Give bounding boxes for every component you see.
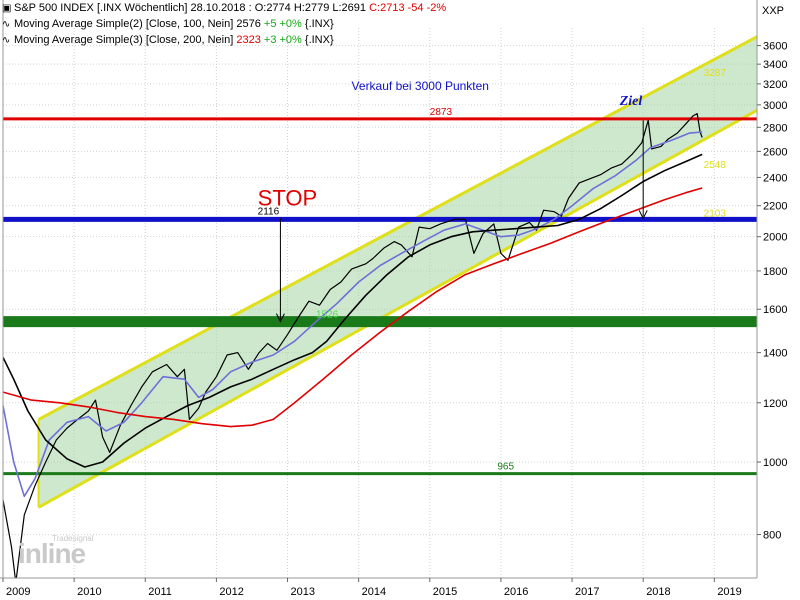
x-tick-label: 2013 (291, 586, 315, 598)
y-tick-label: 1400 (763, 348, 787, 360)
channel-lower-line (37, 109, 757, 509)
sine-wave-icon: ∿ (2, 35, 11, 46)
series-line-3 (3, 187, 703, 428)
y-tick-label: 2000 (763, 232, 787, 244)
x-tick-label: 2010 (77, 586, 101, 598)
y-tick-label: 3400 (763, 59, 787, 71)
chart-icon: ▣ (2, 3, 12, 14)
x-tick-label: 2015 (433, 586, 457, 598)
x-tick-label: 2009 (6, 586, 30, 598)
series-line-1 (3, 131, 703, 498)
annotation-1: Ziel (619, 94, 643, 109)
y-tick-label: 3200 (763, 79, 787, 91)
y-tick-label: 2600 (763, 146, 787, 158)
x-tick-label: 2016 (504, 586, 528, 598)
x-tick-label: 2019 (717, 586, 741, 598)
annotation-3: 3287 (704, 68, 727, 79)
x-tick-label: 2018 (646, 586, 670, 598)
y-tick-label: 800 (763, 530, 781, 542)
series-line-2 (3, 153, 703, 468)
watermark-logo: inline (18, 538, 86, 569)
channel-fill (38, 36, 757, 508)
level-label-965: 965 (497, 462, 514, 473)
annotation-0: Verkauf bei 3000 Punkten (352, 79, 489, 93)
legend-row-price: ▣ S&P 500 INDEX [.INX Wöchentlich] 28.10.… (2, 2, 446, 14)
legend-ma100-suffix: {.INX} (304, 18, 334, 30)
annotation-4: 2548 (704, 160, 727, 171)
target-arrow-head-1 (638, 210, 648, 220)
y-tick-label: 1600 (763, 304, 787, 316)
y-tick-label: 1800 (763, 266, 787, 278)
y-tick-label: 1200 (763, 398, 787, 410)
legend-symbol: S&P 500 INDEX [.INX Wöchentlich] 28.10.2… (14, 2, 367, 14)
level-label-2873: 2873 (430, 107, 453, 118)
target-arrow-head-0 (275, 313, 285, 323)
x-tick-label: 2014 (362, 586, 386, 598)
series-group (3, 113, 703, 578)
y-tick-label: 2200 (763, 201, 787, 213)
x-tick-label: 2012 (219, 586, 243, 598)
legend-ma200-change: +3 +0% (263, 34, 302, 46)
y-tick-label: 2400 (763, 172, 787, 184)
legend-row-ma200: ∿ Moving Average Simple(3) [Close, 200, N… (2, 34, 334, 46)
level-label-2116: 2116 (258, 206, 280, 217)
legend-ma200-value: 2323 (236, 34, 261, 46)
horizontal-levels (3, 117, 757, 476)
x-tick-label: 2017 (575, 586, 599, 598)
y-tick-label: 2800 (763, 122, 787, 134)
x-tick-label: 2011 (148, 586, 172, 598)
sine-wave-icon: ∿ (2, 19, 11, 30)
trend-channel (37, 35, 757, 509)
series-line-0 (3, 113, 703, 578)
y-tick-label: 3600 (763, 41, 787, 53)
channel-upper-line (37, 35, 757, 421)
y-axis-label: XXP (762, 5, 784, 17)
y-tick-label: 1000 (763, 457, 787, 469)
watermark-brand: Tradesignal (52, 534, 94, 543)
annotation-2: STOP (258, 186, 318, 211)
level-label-2103: 2103 (704, 208, 727, 219)
y-tick-label: 3000 (763, 100, 787, 112)
legend-ma100-change: +5 +0% (263, 18, 302, 30)
legend-ma200-suffix: {.INX} (304, 34, 334, 46)
legend-ma100-name: Moving Average Simple(2) [Close, 100, Ne… (14, 18, 234, 30)
legend-close: C:2713 -54 -2% (369, 2, 447, 14)
tradesignal-watermark: inline Tradesignal (18, 534, 94, 570)
level-label-1526: 1526 (316, 310, 339, 321)
legend-ma100-value: 2576 (236, 18, 261, 30)
legend-row-ma100: ∿ Moving Average Simple(2) [Close, 100, N… (2, 18, 334, 30)
legend-ma200-name: Moving Average Simple(3) [Close, 200, Ne… (14, 34, 234, 46)
